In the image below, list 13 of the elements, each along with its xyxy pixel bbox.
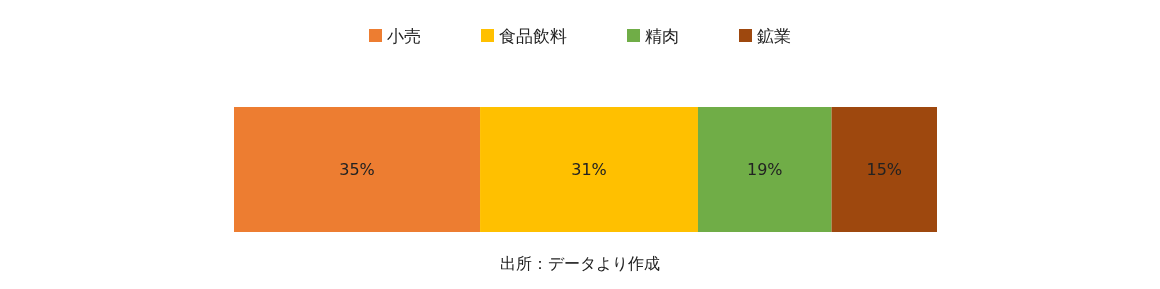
data-label: 19% [746, 160, 783, 179]
legend-label: 鉱業 [757, 25, 791, 46]
legend-label: 小売 [387, 25, 421, 46]
data-label: 15% [866, 160, 903, 179]
data-label: 31% [571, 160, 607, 179]
bar [480, 107, 698, 232]
data-label: 35% [339, 160, 375, 179]
bar [831, 107, 937, 232]
legend-label: 食品飲料 [499, 25, 567, 46]
legend-label: 精肉 [645, 25, 679, 46]
bar [697, 107, 832, 232]
text: 出所：データより作成 [500, 253, 660, 273]
bar [234, 107, 481, 232]
